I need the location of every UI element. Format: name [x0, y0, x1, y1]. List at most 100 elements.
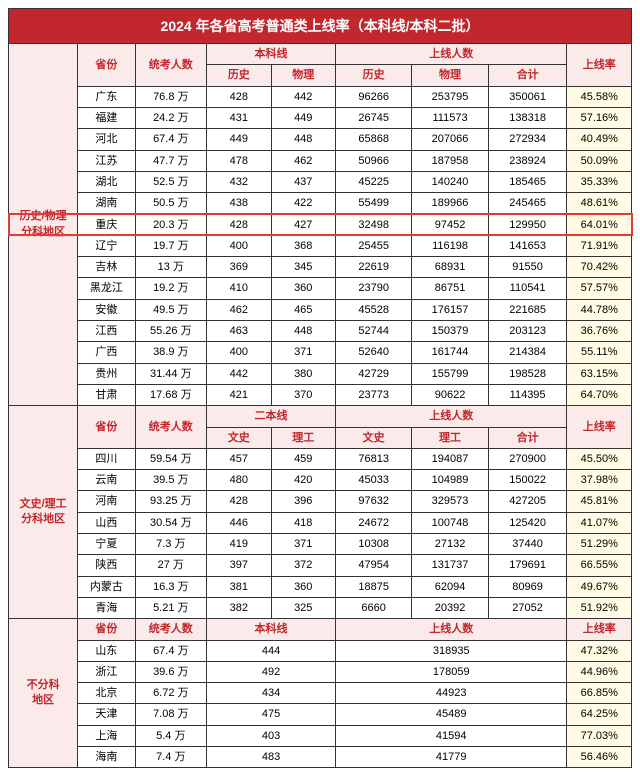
cell-province: 重庆	[78, 214, 135, 235]
cell-province: 黑龙江	[78, 278, 135, 299]
cell-province: 广西	[78, 342, 135, 363]
cell-exam-count: 49.5 万	[135, 299, 207, 320]
table-title-row: 2024 年各省高考普通类上线率（本科线/本科二批）	[9, 9, 632, 44]
cell-pass-total: 41779	[335, 746, 567, 767]
cell-pass2: 140240	[412, 171, 488, 192]
cell-pass-total: 91550	[488, 257, 567, 278]
cell-score1: 428	[207, 86, 271, 107]
data-row: 海南7.4 万4834177956.46%	[9, 746, 632, 767]
cell-rate: 77.03%	[567, 725, 632, 746]
cell-score2: 368	[271, 235, 335, 256]
data-row: 贵州31.44 万4423804272915579919852863.15%	[9, 363, 632, 384]
data-row: 安徽49.5 万4624654552817615722168544.78%	[9, 299, 632, 320]
cell-pass-total: 214384	[488, 342, 567, 363]
cell-score1: 442	[207, 363, 271, 384]
data-row: 山东67.4 万44431893547.32%	[9, 640, 632, 661]
cell-pass2: 187958	[412, 150, 488, 171]
col-score-group: 本科线	[207, 619, 336, 640]
cell-pass2: 176157	[412, 299, 488, 320]
cell-score2: 370	[271, 384, 335, 405]
col-province: 省份	[78, 44, 135, 87]
cell-exam-count: 67.4 万	[135, 640, 207, 661]
data-row: 江苏47.7 万4784625096618795823892450.09%	[9, 150, 632, 171]
cell-exam-count: 39.5 万	[135, 470, 207, 491]
cell-rate: 44.96%	[567, 661, 632, 682]
cell-score2: 462	[271, 150, 335, 171]
data-row: 山西30.54 万4464182467210074812542041.07%	[9, 512, 632, 533]
cell-score2: 465	[271, 299, 335, 320]
data-row: 四川59.54 万4574597681319408727090045.50%	[9, 448, 632, 469]
data-row: 河南93.25 万4283969763232957342720545.81%	[9, 491, 632, 512]
cell-exam-count: 13 万	[135, 257, 207, 278]
col-pass-group: 上线人数	[335, 406, 567, 427]
cell-province: 陕西	[78, 555, 135, 576]
cell-pass-total: 138318	[488, 108, 567, 129]
cell-pass1: 26745	[335, 108, 411, 129]
cell-pass2: 97452	[412, 214, 488, 235]
cell-rate: 64.70%	[567, 384, 632, 405]
cell-province: 云南	[78, 470, 135, 491]
cell-score2: 396	[271, 491, 335, 512]
cell-pass2: 161744	[412, 342, 488, 363]
cell-exam-count: 67.4 万	[135, 129, 207, 150]
cell-pass1: 32498	[335, 214, 411, 235]
cell-rate: 57.57%	[567, 278, 632, 299]
region-label: 不分科地区	[9, 619, 78, 768]
cell-exam-count: 5.4 万	[135, 725, 207, 746]
cell-score2: 422	[271, 193, 335, 214]
cell-rate: 66.85%	[567, 683, 632, 704]
cell-province: 甘肃	[78, 384, 135, 405]
cell-exam-count: 5.21 万	[135, 597, 207, 618]
cell-exam-count: 59.54 万	[135, 448, 207, 469]
col-rate: 上线率	[567, 44, 632, 87]
col-province: 省份	[78, 406, 135, 449]
cell-score2: 360	[271, 576, 335, 597]
cell-pass2: 68931	[412, 257, 488, 278]
cell-pass-total: 45489	[335, 704, 567, 725]
cell-pass-total: 203123	[488, 321, 567, 342]
data-row: 广西38.9 万4003715264016174421438455.11%	[9, 342, 632, 363]
col-pass-sub1: 历史	[335, 65, 411, 86]
cell-rate: 64.01%	[567, 214, 632, 235]
cell-pass-total: 141653	[488, 235, 567, 256]
cell-province: 江西	[78, 321, 135, 342]
cell-rate: 50.09%	[567, 150, 632, 171]
region-label: 历史/物理分科地区	[9, 44, 78, 406]
cell-score1: 397	[207, 555, 271, 576]
data-row: 内蒙古16.3 万38136018875620948096949.67%	[9, 576, 632, 597]
cell-rate: 70.42%	[567, 257, 632, 278]
cell-pass-total: 318935	[335, 640, 567, 661]
cell-exam-count: 31.44 万	[135, 363, 207, 384]
cell-score2: 372	[271, 555, 335, 576]
data-row: 宁夏7.3 万41937110308271323744051.29%	[9, 534, 632, 555]
col-pass-sub3: 合计	[488, 427, 567, 448]
cell-pass2: 62094	[412, 576, 488, 597]
cell-rate: 57.16%	[567, 108, 632, 129]
data-row: 浙江39.6 万49217805944.96%	[9, 661, 632, 682]
cell-pass1: 45225	[335, 171, 411, 192]
cell-pass2: 111573	[412, 108, 488, 129]
cell-rate: 44.78%	[567, 299, 632, 320]
data-row: 甘肃17.68 万421370237739062211439564.70%	[9, 384, 632, 405]
cell-pass1: 45528	[335, 299, 411, 320]
cell-pass-total: 80969	[488, 576, 567, 597]
cell-score2: 448	[271, 129, 335, 150]
cell-rate: 71.91%	[567, 235, 632, 256]
data-row: 江西55.26 万4634485274415037920312336.76%	[9, 321, 632, 342]
cell-province: 河南	[78, 491, 135, 512]
cell-pass1: 42729	[335, 363, 411, 384]
cell-score1: 457	[207, 448, 271, 469]
cell-pass2: 253795	[412, 86, 488, 107]
cell-pass1: 10308	[335, 534, 411, 555]
section-header-row: 历史/物理分科地区省份统考人数本科线上线人数上线率	[9, 44, 632, 65]
col-pass-group: 上线人数	[335, 619, 567, 640]
data-row: 陕西27 万3973724795413173717969166.55%	[9, 555, 632, 576]
cell-pass1: 97632	[335, 491, 411, 512]
cell-rate: 45.50%	[567, 448, 632, 469]
cell-pass2: 194087	[412, 448, 488, 469]
cell-province: 山西	[78, 512, 135, 533]
cell-province: 江苏	[78, 150, 135, 171]
cell-pass-total: 427205	[488, 491, 567, 512]
cell-score1: 463	[207, 321, 271, 342]
cell-exam-count: 30.54 万	[135, 512, 207, 533]
